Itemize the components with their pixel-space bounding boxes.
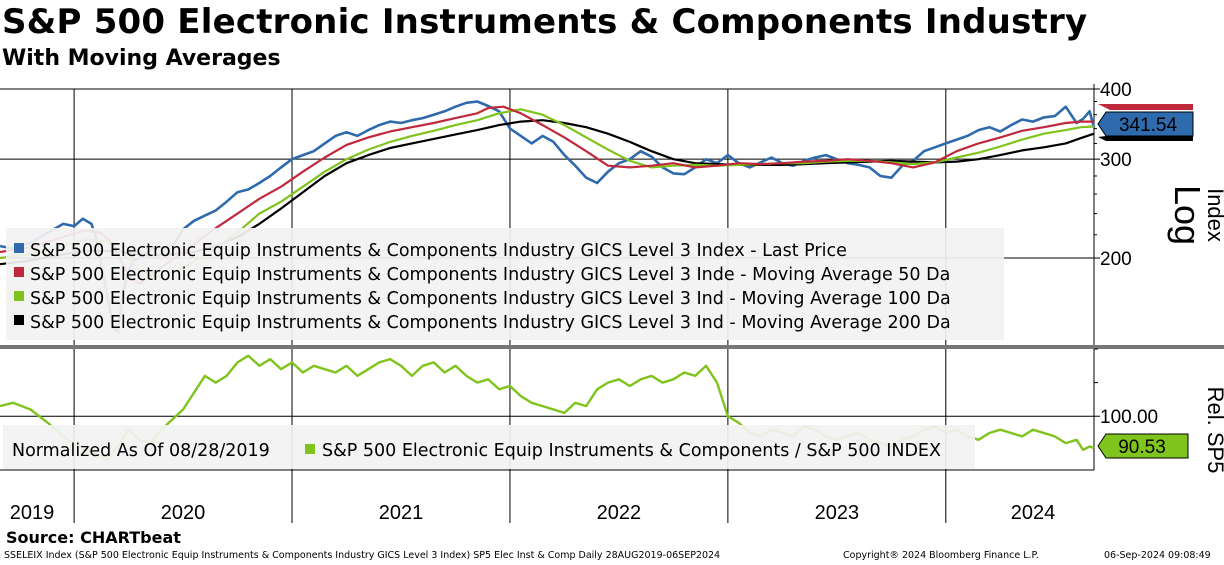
last-price-value: 341.54 <box>1119 115 1178 136</box>
y-tick-label: 100.00 <box>1100 407 1158 428</box>
x-tick-label: 2022 <box>597 502 642 524</box>
y-tick-label: 300 <box>1100 150 1132 171</box>
legend-label-ma100: S&P 500 Electronic Equip Instruments & C… <box>30 289 951 309</box>
ma200-last-tag <box>1098 136 1193 141</box>
chart-title: S&P 500 Electronic Instruments & Compone… <box>2 2 1088 42</box>
legend-label-ma50: S&P 500 Electronic Equip Instruments & C… <box>30 265 950 285</box>
normalized-label: Normalized As Of 08/28/2019 <box>12 441 270 461</box>
last-price-tag-box <box>1097 111 1194 137</box>
legend-label-last-price: S&P 500 Electronic Equip Instruments & C… <box>30 241 847 261</box>
legend-label-ma200: S&P 500 Electronic Equip Instruments & C… <box>30 313 951 333</box>
last-price-tag: 341.54 <box>1097 104 1194 141</box>
footer-timestamp: 06-Sep-2024 09:08:49 <box>1104 550 1211 561</box>
x-tick-label: 2020 <box>161 502 206 524</box>
bottom-legend: Normalized As Of 08/28/2019 S&P 500 Elec… <box>3 425 975 469</box>
ma50-last-tag <box>1098 104 1193 110</box>
x-tick-label: 2024 <box>1011 502 1056 524</box>
x-tick-label: 2021 <box>379 502 424 524</box>
relative-last-tag: 90.53 <box>1097 433 1189 459</box>
x-tick-label: 2023 <box>815 502 860 524</box>
top-y-tick-labels: 400 300 200 <box>1100 80 1132 270</box>
top-panel: 400 300 200 341.54 Log Index S&P 500 Elect… <box>0 80 1224 345</box>
bottom-panel: 100.00 Normalized As Of 08/28/2019 S&P 5… <box>0 348 1224 523</box>
legend-swatch-relative <box>305 444 315 454</box>
legend-label-relative: S&P 500 Electronic Equip Instruments & C… <box>322 441 941 461</box>
bottom-y-axis-label: Rel. SP5 <box>1203 387 1224 474</box>
y-tick-label: 200 <box>1100 249 1132 270</box>
y-tick-label: 400 <box>1100 80 1132 101</box>
legend-swatch-ma100 <box>14 291 24 301</box>
top-legend: S&P 500 Electronic Equip Instruments & C… <box>6 228 1004 340</box>
bottom-y-tick-labels: 100.00 <box>1100 407 1158 428</box>
x-tick-label: 2019 <box>10 502 55 524</box>
top-y-axis-label: Index <box>1203 188 1224 242</box>
log-scale-label: Log <box>1167 185 1208 245</box>
footer-ticker-info: SSELEIX Index (S&P 500 Electronic Equip … <box>4 550 721 561</box>
relative-last-value: 90.53 <box>1118 437 1166 458</box>
legend-swatch-last-price <box>14 243 24 253</box>
chart-subtitle: With Moving Averages <box>2 46 281 71</box>
relative-last-tag-box <box>1097 433 1189 459</box>
footer-copyright: Copyright® 2024 Bloomberg Finance L.P. <box>843 550 1039 561</box>
x-axis: 2019 2020 2021 2022 2023 2024 <box>0 469 1094 524</box>
bottom-horizontal-gridlines <box>0 348 1100 417</box>
top-legend-background <box>6 228 1004 340</box>
bottom-legend-background <box>3 425 975 469</box>
source-label: Source: CHARTbeat <box>6 528 181 547</box>
legend-swatch-ma200 <box>14 315 24 325</box>
legend-swatch-ma50 <box>14 267 24 277</box>
x-tick-labels: 2019 2020 2021 2022 2023 2024 <box>10 502 1055 524</box>
panel-divider <box>0 345 1224 349</box>
